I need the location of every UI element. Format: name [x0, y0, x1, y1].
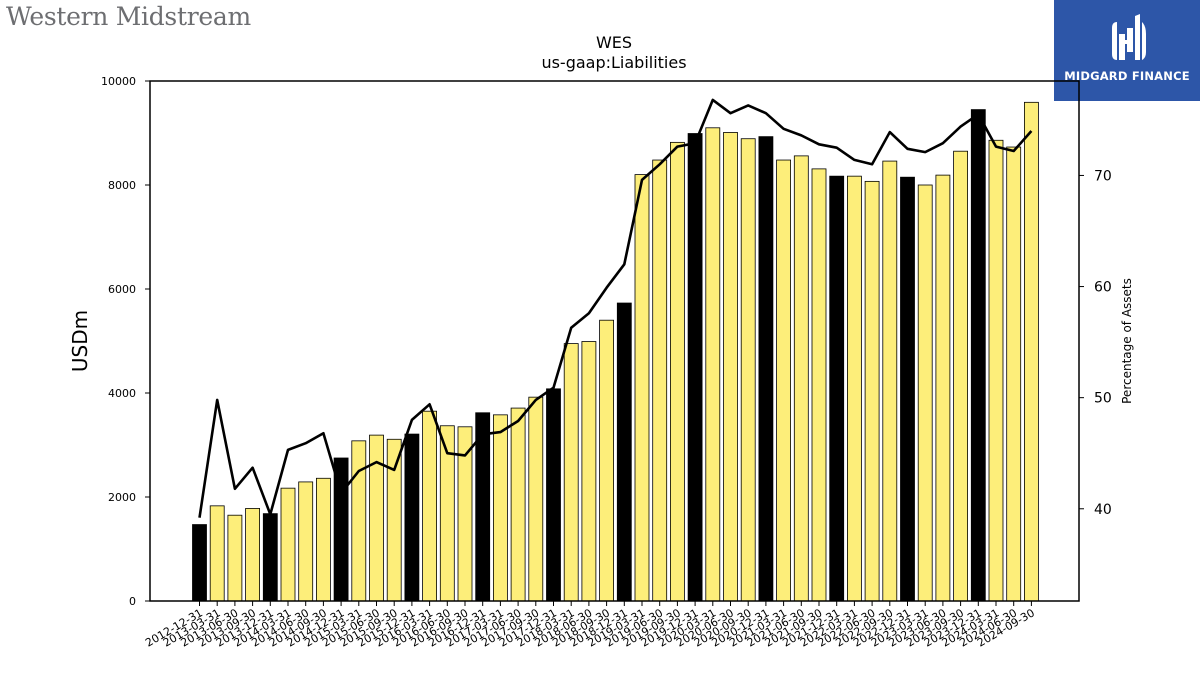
bar — [192, 524, 207, 602]
bar — [670, 141, 685, 602]
bar — [1024, 101, 1039, 602]
bar — [705, 127, 721, 602]
bar — [422, 410, 438, 602]
western-midstream-logo: Western Midstream — [6, 2, 251, 31]
bar — [386, 438, 402, 602]
bar — [776, 159, 791, 602]
bar — [510, 407, 526, 602]
y-tick-label: 4000 — [108, 387, 136, 400]
y-tick-label: 2000 — [108, 491, 136, 504]
y-axis-label: USDm — [68, 310, 92, 372]
line-series — [198, 98, 1033, 518]
bar — [740, 138, 756, 602]
bar — [581, 341, 597, 602]
bar — [599, 319, 614, 602]
y2-axis-label: Percentage of Assets — [1120, 278, 1134, 404]
bar — [315, 477, 331, 602]
y2-tick-label: 40 — [1094, 502, 1112, 518]
bar — [245, 508, 261, 602]
bar — [262, 513, 278, 602]
bar — [369, 434, 384, 602]
bar — [953, 150, 968, 602]
plot-frame — [149, 80, 1080, 602]
logo-text: Western Midstream — [6, 2, 251, 31]
chart-subtitle: us-gaap:Liabilities — [541, 53, 686, 72]
bar — [917, 184, 933, 602]
chart-title: WES — [596, 33, 632, 52]
y2-tick-label: 70 — [1094, 168, 1112, 184]
midgard-logo-text: MIDGARD FINANCE — [1064, 69, 1190, 83]
bar — [1006, 146, 1022, 602]
bar — [758, 136, 774, 602]
x-axis: 2012-12-312013-03-312013-06-302013-09-30… — [143, 601, 1037, 650]
bar — [227, 514, 243, 602]
y-tick-label: 10000 — [101, 75, 136, 88]
y2-tick-label: 50 — [1094, 391, 1112, 407]
y2-tick-label: 60 — [1094, 280, 1112, 296]
bar — [988, 139, 1004, 602]
y-tick-label: 0 — [129, 595, 136, 608]
bar — [723, 132, 738, 602]
bar — [457, 426, 473, 602]
bar — [404, 433, 420, 602]
bar — [351, 440, 367, 602]
y-tick-label: 6000 — [108, 283, 136, 296]
midgard-logo-mark-icon — [1112, 14, 1146, 60]
bar — [298, 481, 314, 602]
bar — [492, 414, 508, 602]
left-axis: 0 2000 4000 6000 8000 10000 — [101, 75, 150, 608]
y-tick-label: 8000 — [108, 179, 136, 192]
bar — [793, 155, 809, 602]
bar — [935, 174, 951, 602]
bar — [563, 343, 579, 602]
bar-series — [192, 101, 1039, 602]
bar — [687, 133, 703, 602]
bar — [811, 168, 827, 602]
bar — [280, 487, 296, 602]
bar — [634, 174, 650, 602]
right-axis: 40 50 60 70 — [1079, 168, 1112, 518]
bar — [546, 388, 561, 602]
bar — [882, 160, 898, 602]
bar — [970, 109, 986, 602]
bar — [864, 180, 880, 602]
bar — [829, 175, 845, 602]
bar — [616, 302, 632, 602]
bar — [652, 159, 668, 602]
bar — [528, 396, 544, 602]
bar — [900, 176, 915, 602]
bar — [209, 505, 225, 602]
percentage-line — [198, 98, 1033, 518]
bar — [847, 175, 862, 602]
